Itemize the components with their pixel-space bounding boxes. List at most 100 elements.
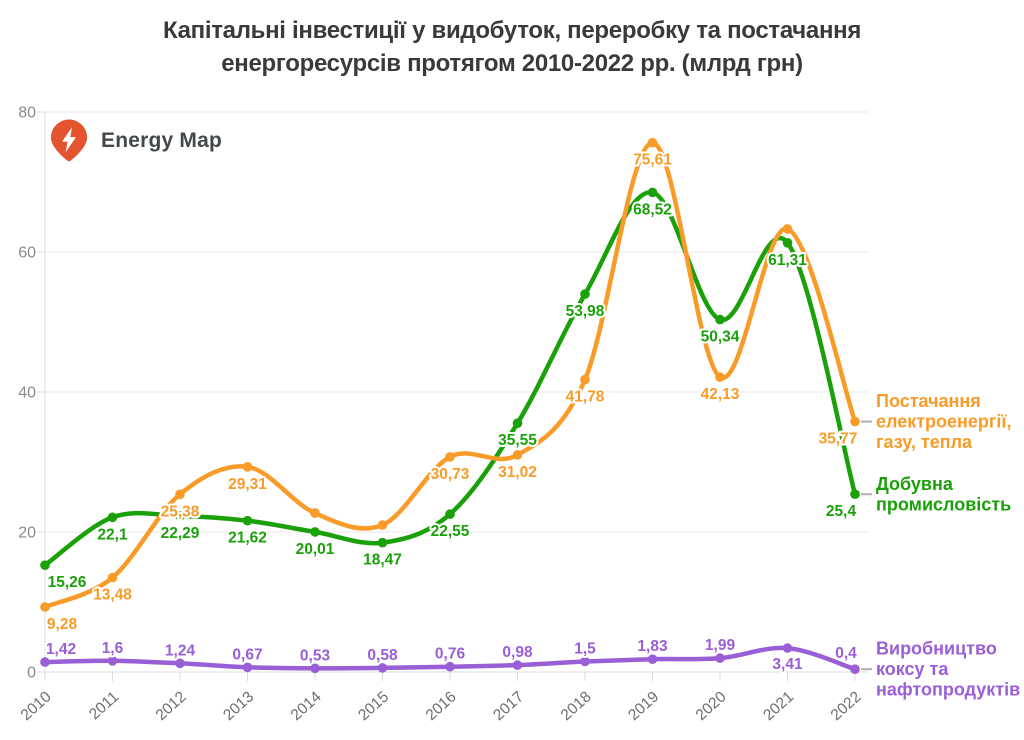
data-point-coke-petroleum-products-2016 — [445, 661, 455, 672]
value-label-coke-petroleum-products-2014: 0,53 — [300, 647, 331, 664]
data-point-coke-petroleum-products-2013 — [242, 662, 253, 673]
data-point-supply-electricity-gas-heat-2022 — [850, 416, 860, 427]
value-label-mining-industry-2012: 22,29 — [161, 525, 200, 542]
data-point-mining-industry-2021 — [782, 238, 793, 248]
value-label-mining-industry-2013: 21,62 — [228, 530, 267, 547]
value-label-mining-industry-2011: 22,1 — [97, 526, 128, 543]
data-point-supply-electricity-gas-heat-2021 — [782, 224, 793, 234]
y-tick-label-80: 80 — [18, 105, 36, 122]
value-label-coke-petroleum-products-2015: 0,58 — [367, 647, 398, 664]
x-tick-label-2012: 2012 — [153, 688, 190, 724]
x-tick-label-2010: 2010 — [18, 688, 55, 724]
data-point-mining-industry-2011 — [107, 512, 118, 523]
data-point-mining-industry-2018 — [580, 289, 590, 299]
legend-coke-petroleum-products-line-3: нафтопродуктів — [876, 680, 1020, 700]
x-tick-label-2022: 2022 — [828, 688, 865, 724]
data-point-mining-industry-2019 — [647, 187, 658, 198]
data-point-coke-petroleum-products-2022 — [850, 664, 860, 674]
x-tick-label-2014: 2014 — [288, 688, 325, 724]
value-label-supply-electricity-gas-heat-2013: 29,31 — [228, 476, 267, 493]
data-point-coke-petroleum-products-2012 — [175, 658, 185, 669]
value-label-mining-industry-2016: 22,55 — [431, 523, 470, 540]
y-tick-label-0: 0 — [27, 665, 36, 682]
legend-coke-petroleum-products-line-2: коксу та — [876, 659, 949, 679]
data-point-coke-petroleum-products-2010 — [40, 657, 50, 667]
y-tick-label-60: 60 — [18, 245, 36, 262]
data-point-mining-industry-2013 — [242, 515, 253, 526]
data-point-supply-electricity-gas-heat-2017 — [512, 450, 523, 460]
value-label-supply-electricity-gas-heat-2018: 41,78 — [566, 389, 605, 406]
value-label-supply-electricity-gas-heat-2017: 31,02 — [498, 464, 537, 481]
data-point-mining-industry-2015 — [377, 537, 388, 548]
value-label-coke-petroleum-products-2021: 3,41 — [772, 656, 803, 673]
data-point-mining-industry-2016 — [445, 509, 455, 519]
data-point-mining-industry-2022 — [850, 489, 860, 500]
value-label-supply-electricity-gas-heat-2012: 25,38 — [161, 503, 200, 520]
data-point-supply-electricity-gas-heat-2016 — [445, 452, 455, 462]
data-point-supply-electricity-gas-heat-2012 — [175, 489, 185, 500]
value-label-mining-industry-2010: 15,26 — [48, 574, 87, 591]
data-point-supply-electricity-gas-heat-2019 — [647, 137, 658, 148]
value-label-mining-industry-2019: 68,52 — [633, 201, 672, 218]
data-point-coke-petroleum-products-2021 — [782, 643, 793, 653]
data-point-coke-petroleum-products-2019 — [647, 654, 658, 664]
value-label-mining-industry-2020: 50,34 — [701, 329, 740, 346]
legend-supply-electricity-gas-heat-line-3: газу, тепла — [876, 432, 973, 452]
legend-supply-electricity-gas-heat-line-2: електроенергії, — [876, 412, 1011, 432]
data-point-coke-petroleum-products-2020 — [715, 653, 725, 663]
data-point-mining-industry-2020 — [715, 314, 725, 325]
value-label-supply-electricity-gas-heat-2016: 30,73 — [431, 466, 470, 483]
x-tick-label-2016: 2016 — [423, 688, 460, 724]
data-point-supply-electricity-gas-heat-2011 — [107, 572, 118, 583]
value-label-mining-industry-2017: 35,55 — [498, 432, 537, 449]
map-pin-icon — [50, 119, 88, 162]
data-point-mining-industry-2014 — [310, 527, 320, 537]
data-point-mining-industry-2010 — [40, 560, 50, 570]
energy-map-logo: Energy Map — [50, 119, 222, 162]
data-point-coke-petroleum-products-2011 — [107, 656, 118, 666]
value-label-supply-electricity-gas-heat-2019: 75,61 — [633, 152, 672, 169]
value-label-coke-petroleum-products-2020: 1,99 — [705, 637, 736, 654]
data-point-supply-electricity-gas-heat-2014 — [310, 508, 320, 518]
legend-mining-industry-line-2: промисловість — [876, 494, 1011, 514]
legend-coke-petroleum-products-line-1: Виробництво — [876, 639, 997, 659]
legend-mining-industry-line-1: Добувна — [876, 474, 954, 494]
data-point-supply-electricity-gas-heat-2013 — [242, 462, 253, 472]
data-point-supply-electricity-gas-heat-2010 — [40, 602, 50, 612]
x-tick-label-2017: 2017 — [490, 688, 527, 724]
x-tick-label-2015: 2015 — [355, 688, 392, 724]
chart-title: Капітальні інвестиції у видобуток, перер… — [0, 14, 1024, 80]
value-label-coke-petroleum-products-2012: 1,24 — [165, 642, 196, 659]
value-label-coke-petroleum-products-2013: 0,67 — [232, 646, 262, 663]
value-label-mining-industry-2018: 53,98 — [566, 303, 605, 320]
data-point-supply-electricity-gas-heat-2020 — [715, 372, 725, 382]
value-label-mining-industry-2022: 25,4 — [826, 503, 857, 520]
logo-label: Energy Map — [101, 128, 223, 152]
value-label-coke-petroleum-products-2019: 1,83 — [637, 638, 668, 655]
y-tick-label-40: 40 — [18, 385, 36, 402]
data-point-mining-industry-2017 — [512, 418, 523, 429]
value-label-coke-petroleum-products-2016: 0,76 — [435, 646, 466, 663]
x-tick-label-2019: 2019 — [625, 688, 662, 724]
x-tick-label-2011: 2011 — [86, 688, 122, 723]
y-tick-label-20: 20 — [18, 525, 36, 542]
x-tick-label-2020: 2020 — [693, 688, 730, 724]
data-point-mining-industry-2012 — [175, 511, 185, 521]
value-label-coke-petroleum-products-2011: 1,6 — [102, 640, 124, 657]
value-label-supply-electricity-gas-heat-2022: 35,77 — [819, 431, 858, 448]
value-label-mining-industry-2021: 61,31 — [768, 252, 807, 269]
x-tick-label-2013: 2013 — [220, 688, 257, 724]
data-point-supply-electricity-gas-heat-2018 — [580, 374, 590, 385]
chart-title-line2: енергоресурсів протягом 2010-2022 рр. (м… — [221, 50, 803, 77]
value-label-supply-electricity-gas-heat-2011: 13,48 — [93, 587, 132, 604]
x-tick-label-2018: 2018 — [558, 688, 595, 724]
chart-title-line1: Капітальні інвестиції у видобуток, перер… — [162, 17, 862, 44]
data-point-coke-petroleum-products-2015 — [377, 663, 388, 673]
value-label-coke-petroleum-products-2017: 0,98 — [502, 644, 533, 661]
value-label-mining-industry-2014: 20,01 — [296, 541, 335, 558]
value-label-supply-electricity-gas-heat-2020: 42,13 — [701, 386, 740, 403]
x-tick-label-2021: 2021 — [760, 688, 797, 724]
value-label-coke-petroleum-products-2022: 0,4 — [835, 645, 857, 662]
